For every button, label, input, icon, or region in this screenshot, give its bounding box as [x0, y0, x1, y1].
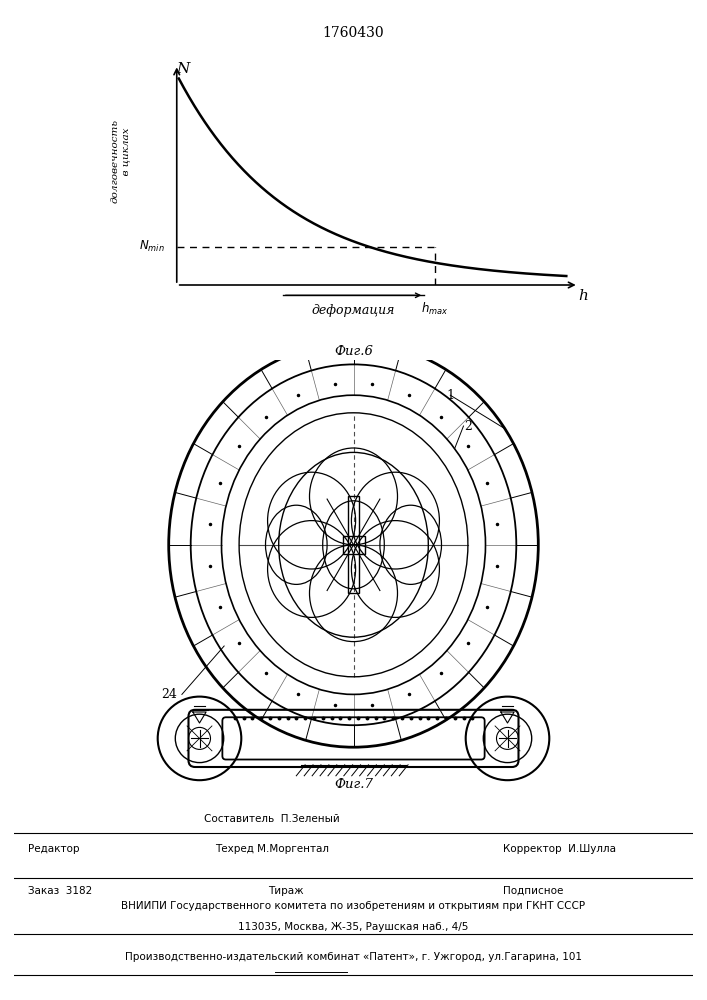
Text: Подписное: Подписное	[503, 886, 563, 896]
Text: деформация: деформация	[312, 304, 395, 317]
Text: Редактор: Редактор	[28, 844, 79, 854]
Text: 1: 1	[446, 389, 455, 402]
Text: 113035, Москва, Ж-35, Раушская наб., 4/5: 113035, Москва, Ж-35, Раушская наб., 4/5	[238, 922, 469, 932]
Text: Заказ  3182: Заказ 3182	[28, 886, 92, 896]
Text: ВНИИПИ Государственного комитета по изобретениям и открытиям при ГКНТ СССР: ВНИИПИ Государственного комитета по изоб…	[122, 901, 585, 911]
Text: 2: 2	[464, 420, 472, 432]
Text: $h_{max}$: $h_{max}$	[421, 301, 449, 317]
Text: Производственно-издательский комбинат «Патент», г. Ужгород, ул.Гагарина, 101: Производственно-издательский комбинат «П…	[125, 952, 582, 962]
Bar	[342, 536, 365, 554]
Text: Корректор  И.Шулла: Корректор И.Шулла	[503, 844, 616, 854]
Text: h: h	[578, 289, 588, 303]
Text: Составитель  П.Зеленый: Составитель П.Зеленый	[204, 814, 340, 824]
Text: 24: 24	[160, 688, 177, 701]
Text: Техред М.Моргентал: Техред М.Моргентал	[215, 844, 329, 854]
Text: Фиг.7: Фиг.7	[334, 778, 373, 791]
Text: $N_{min}$: $N_{min}$	[139, 239, 165, 254]
Text: Фиг.6: Фиг.6	[334, 345, 373, 358]
Bar	[348, 496, 359, 593]
Text: 1760430: 1760430	[322, 26, 385, 40]
Text: Тираж: Тираж	[268, 886, 303, 896]
Text: N: N	[176, 62, 189, 76]
Text: долговечность
      в циклах: долговечность в циклах	[110, 119, 130, 203]
